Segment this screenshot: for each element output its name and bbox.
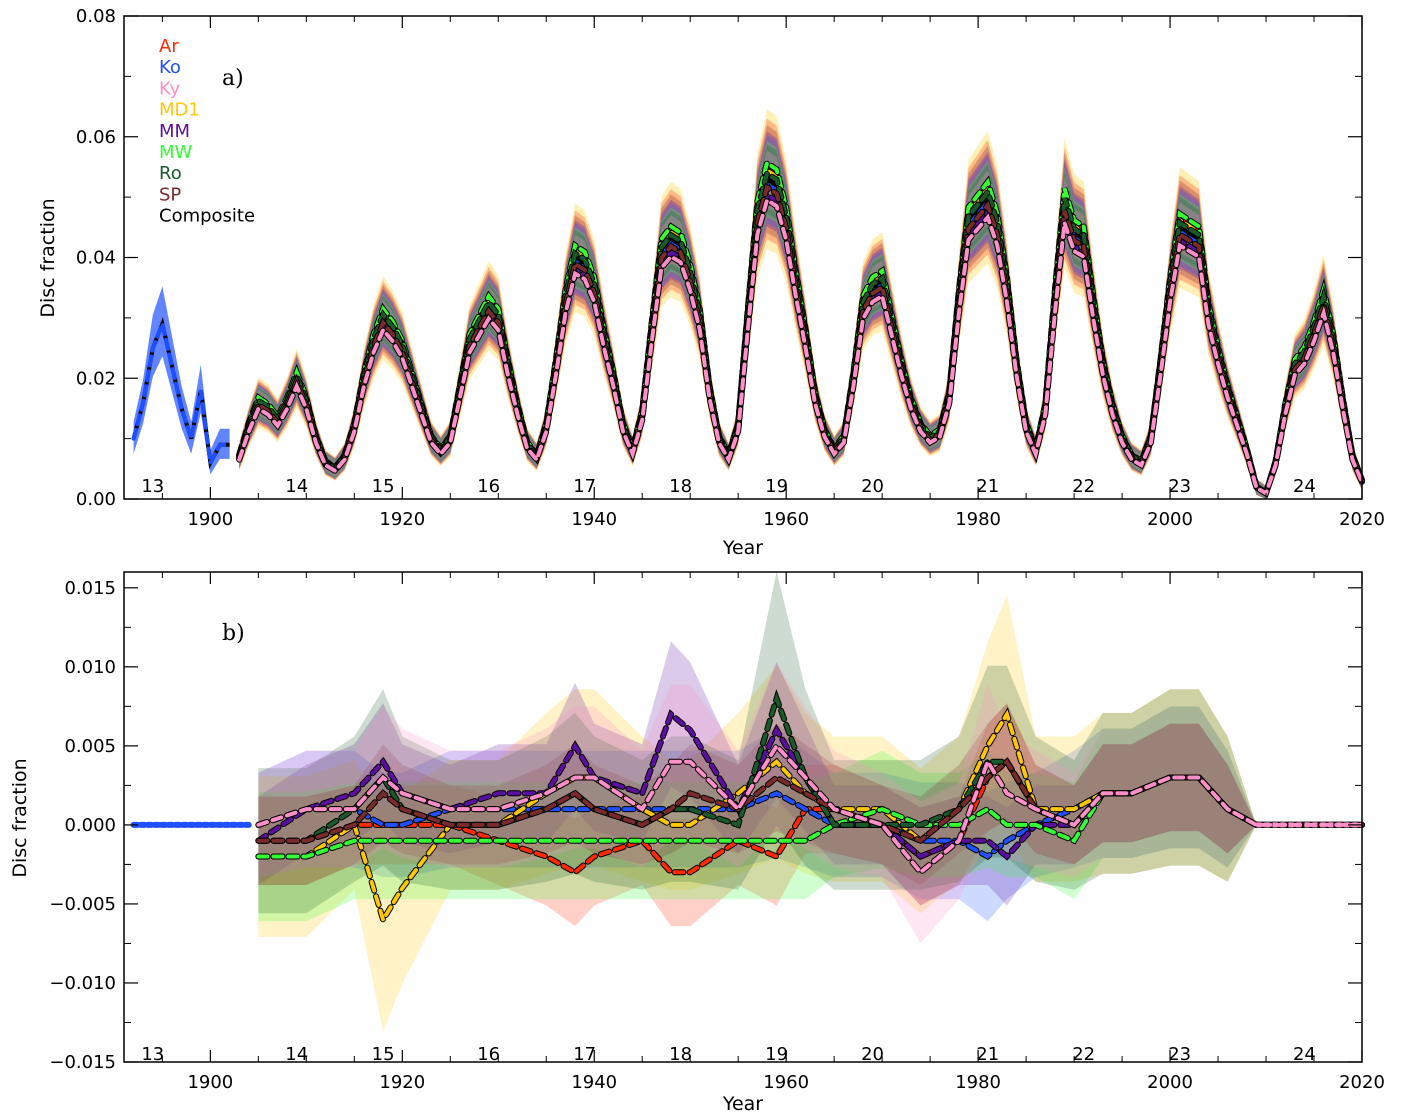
- cycle-number-label: 18: [669, 1044, 692, 1065]
- x-tick-label: 1960: [763, 1072, 809, 1093]
- y-tick-label: 0.04: [76, 248, 116, 269]
- panel-a-label: a): [222, 66, 244, 91]
- cycle-number-label: 15: [372, 476, 395, 497]
- y-tick-label: −0.010: [49, 973, 116, 994]
- panel-b-label: b): [222, 621, 245, 646]
- legend-entry-ro: Ro: [159, 163, 182, 184]
- cycle-number-label: 21: [976, 476, 999, 497]
- panel-b-frame: [123, 571, 1363, 1063]
- x-tick-label: 1900: [187, 1072, 233, 1093]
- x-tick-label: 1960: [763, 509, 809, 530]
- series-line-ky: [256, 742, 1364, 876]
- legend-entry-mm: MM: [159, 121, 190, 142]
- x-tick-label: 2000: [1147, 1072, 1193, 1093]
- cycle-number-label: 21: [976, 1044, 999, 1065]
- cycle-number-label: 22: [1072, 476, 1095, 497]
- panel-b-x-axis-title: Year: [722, 1093, 763, 1115]
- uncertainty-band-ro: [258, 571, 1362, 914]
- legend-entry-ko: Ko: [159, 57, 181, 78]
- panel-b-y-axis-title: Disc fraction: [9, 758, 31, 877]
- cycle-number-label: 19: [765, 476, 788, 497]
- legend-entry-composite: Composite: [159, 206, 255, 227]
- x-tick-label: 1980: [955, 509, 1001, 530]
- y-tick-label: 0.00: [76, 489, 116, 510]
- panel-b-chart: 1900 1920 1940 1960 1980 2000 2020−0.015−0.010…: [9, 571, 1385, 1115]
- x-tick-label: 1920: [379, 1072, 425, 1093]
- y-tick-label: 0.005: [64, 736, 116, 757]
- x-tick-label: 2000: [1147, 509, 1193, 530]
- legend-entry-sp: SP: [159, 184, 181, 205]
- panel-a-x-axis-title: Year: [722, 537, 763, 559]
- cycle-number-label: 15: [372, 1044, 395, 1065]
- x-tick-label: 2020: [1339, 1072, 1385, 1093]
- x-tick-label: 2020: [1339, 509, 1385, 530]
- cycle-number-label: 16: [477, 476, 500, 497]
- series-line-ko: [131, 317, 232, 470]
- cycle-number-label: 22: [1072, 1044, 1095, 1065]
- y-tick-label: 0.02: [76, 368, 116, 389]
- x-tick-label: 1940: [571, 509, 617, 530]
- cycle-number-label: 23: [1168, 1044, 1191, 1065]
- cycle-number-label: 14: [285, 476, 308, 497]
- cycle-number-label: 16: [477, 1044, 500, 1065]
- cycle-number-label: 17: [573, 1044, 596, 1065]
- cycle-number-label: 20: [861, 476, 884, 497]
- cycle-number-label: 23: [1168, 476, 1191, 497]
- cycle-number-label: 13: [141, 476, 164, 497]
- cycle-number-label: 13: [141, 1044, 164, 1065]
- legend-entry-md1: MD1: [159, 100, 200, 121]
- x-tick-label: 1980: [955, 1072, 1001, 1093]
- cycle-number-label: 24: [1293, 476, 1316, 497]
- uncertainty-band-ky: [258, 662, 1362, 944]
- cycle-number-label: 24: [1293, 1044, 1316, 1065]
- cycle-number-label: 14: [285, 1044, 308, 1065]
- panel-a-chart: 1900 1920 1940 1960 1980 2000 20200.000.020.04…: [37, 6, 1385, 559]
- legend-entry-ky: Ky: [159, 78, 180, 99]
- cycle-number-label: 17: [573, 476, 596, 497]
- series-line-ky: [237, 197, 1364, 497]
- y-tick-label: 0.08: [76, 6, 116, 27]
- cycle-number-label: 19: [765, 1044, 788, 1065]
- y-tick-label: 0.06: [76, 127, 116, 148]
- y-tick-label: 0.015: [64, 578, 116, 599]
- y-tick-label: 0.000: [64, 815, 116, 836]
- x-tick-label: 1900: [187, 509, 233, 530]
- cycle-number-label: 20: [861, 1044, 884, 1065]
- x-tick-label: 1940: [571, 1072, 617, 1093]
- y-tick-label: −0.005: [49, 894, 116, 915]
- y-tick-label: 0.010: [64, 657, 116, 678]
- x-tick-label: 1920: [379, 509, 425, 530]
- cycle-number-label: 18: [669, 476, 692, 497]
- panel-a-y-axis-title: Disc fraction: [37, 198, 59, 317]
- legend-entry-ar: Ar: [159, 36, 179, 57]
- legend-entry-mw: MW: [159, 142, 193, 163]
- y-tick-label: −0.015: [49, 1052, 116, 1073]
